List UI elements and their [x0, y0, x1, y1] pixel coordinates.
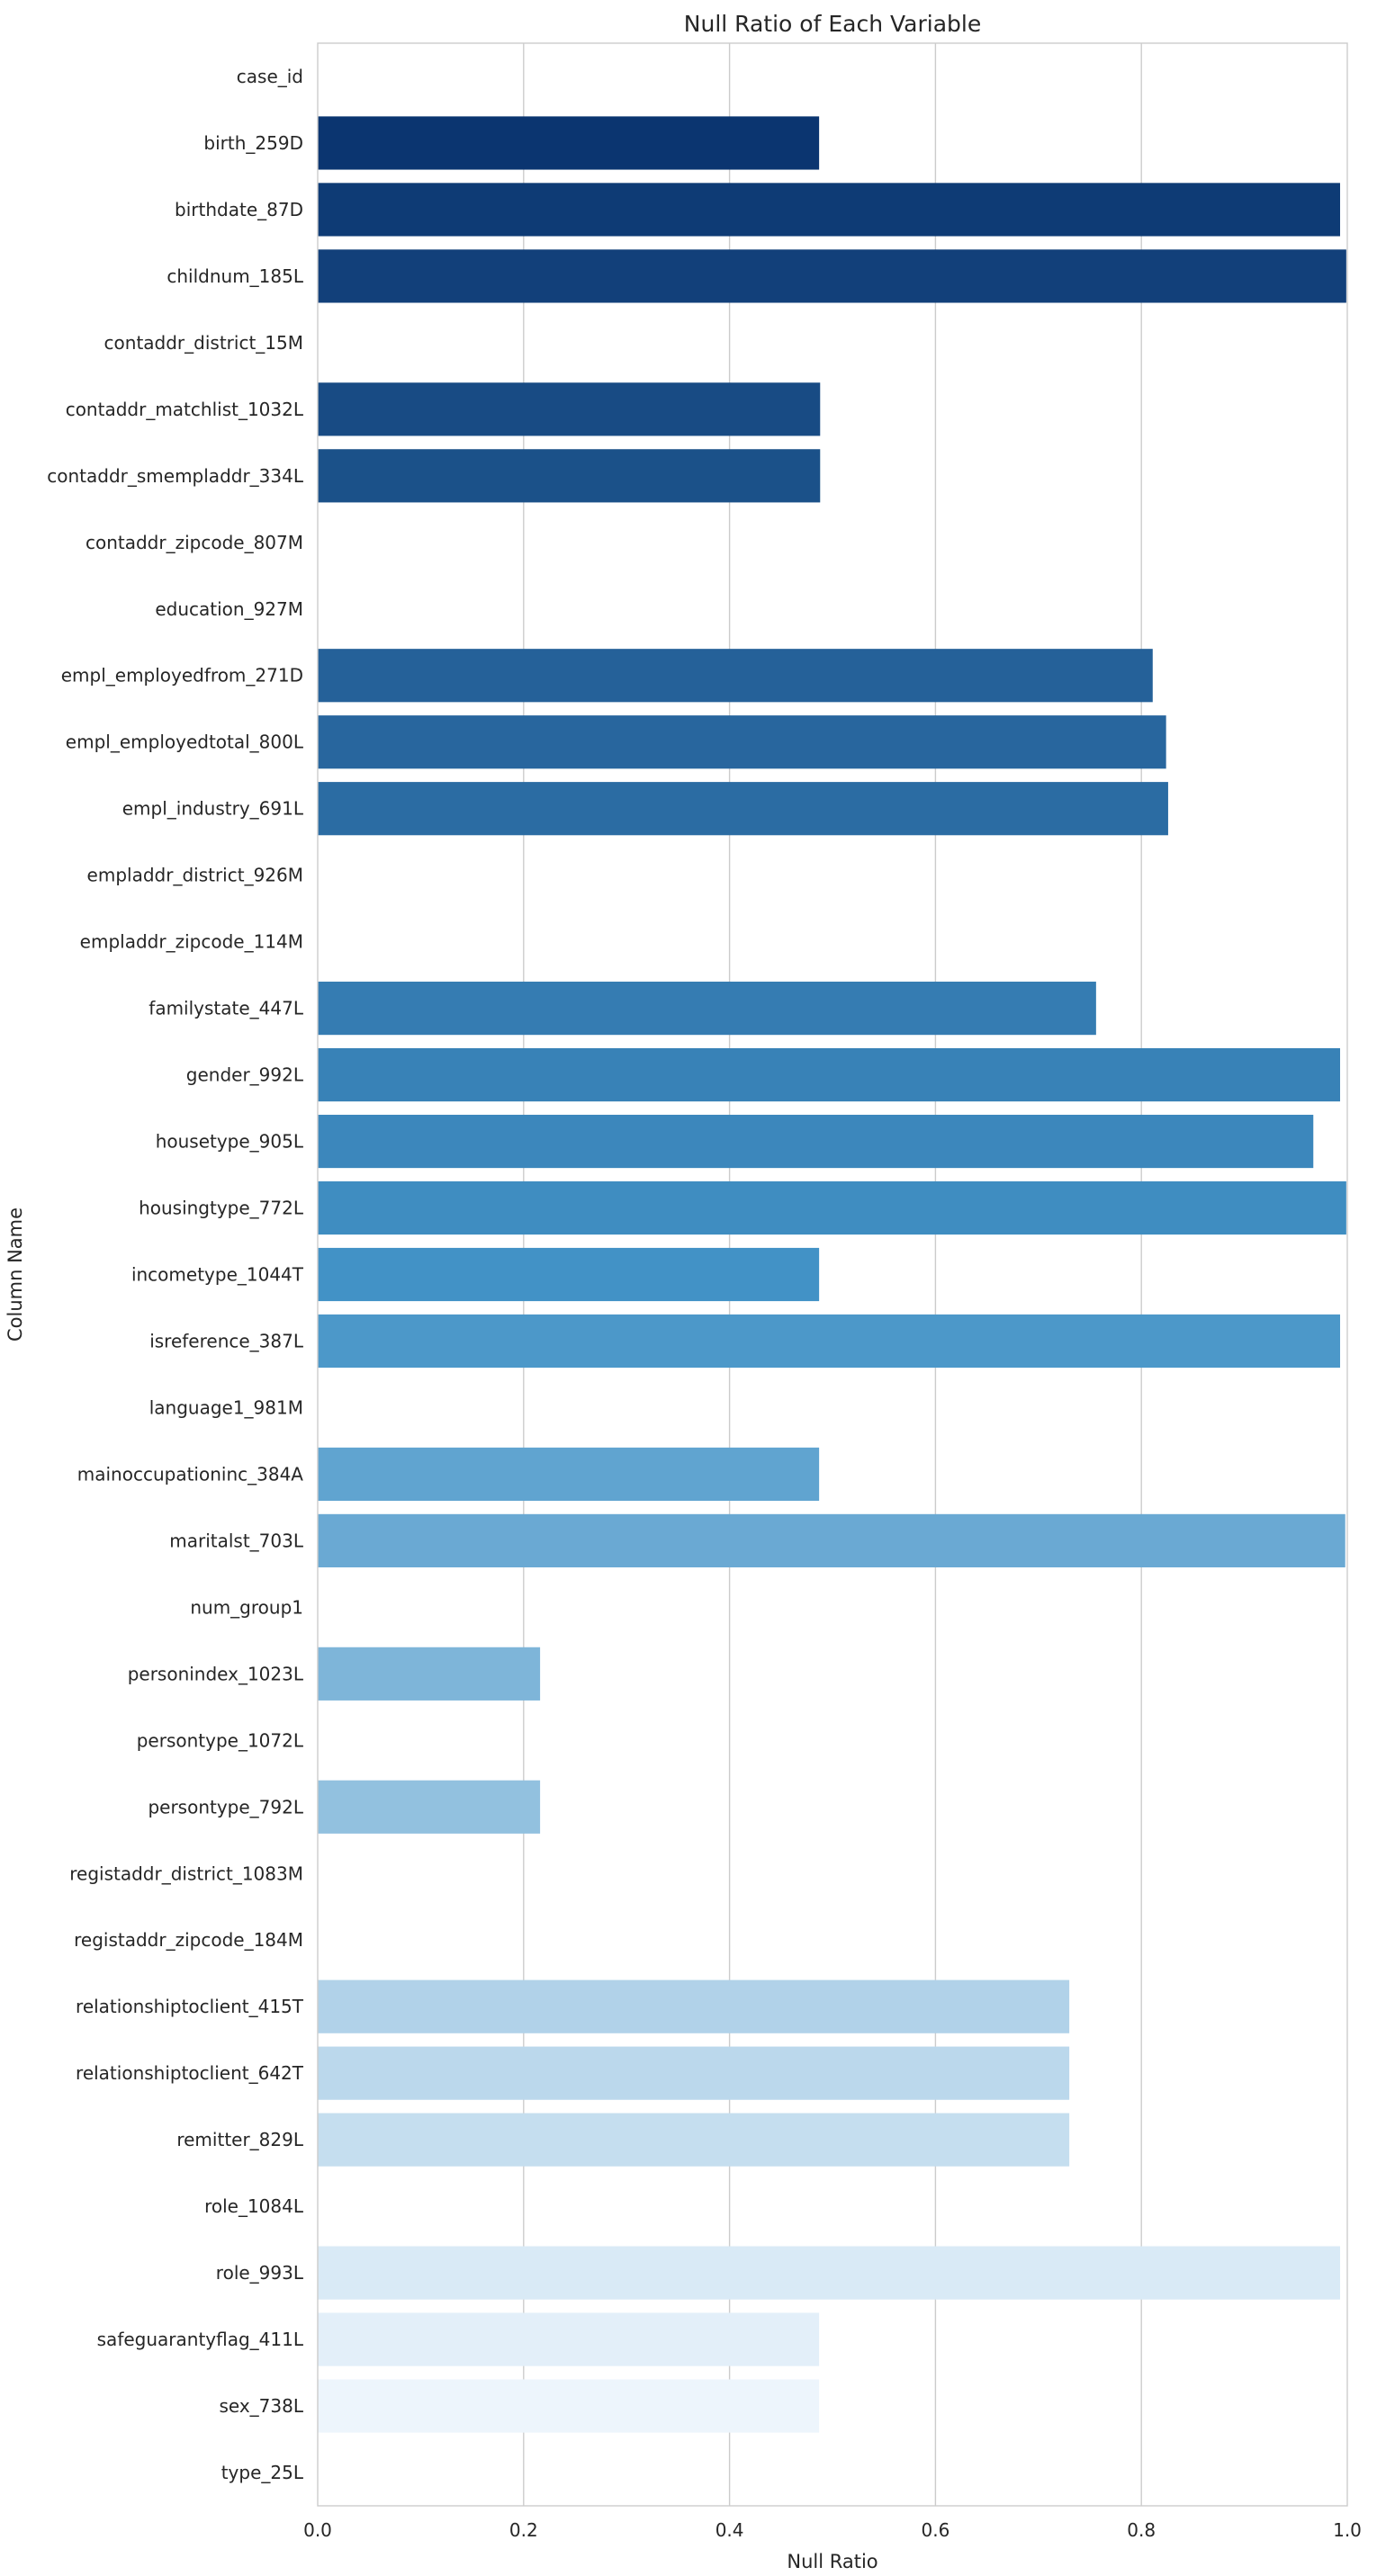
bar-empl_employedfrom_271D: [318, 649, 1153, 703]
y-tick-label: maritalst_703L: [169, 1530, 304, 1551]
y-tick-label: safeguarantyflag_411L: [97, 2329, 304, 2350]
x-tick-label: 0.4: [716, 2519, 744, 2541]
y-tick-label: relationshiptoclient_415T: [76, 1996, 304, 2017]
x-tick-labels: 0.0 0.2 0.4 0.6 0.8 1.0: [303, 2519, 1362, 2541]
bar-incometype_1044T: [318, 1247, 820, 1302]
y-tick-label: case_id: [237, 66, 303, 87]
chart-title: Null Ratio of Each Variable: [684, 11, 981, 37]
bar-mainoccupationinc_384A: [318, 1447, 820, 1502]
y-tick-label: birthdate_87D: [175, 199, 303, 220]
y-tick-label: language1_981M: [149, 1396, 303, 1418]
bar-relationshiptoclient_642T: [318, 2046, 1070, 2100]
y-tick-label: childnum_185L: [166, 265, 303, 287]
y-tick-label: housingtype_772L: [139, 1198, 304, 1219]
bar-birth_259D: [318, 116, 820, 170]
y-axis-label: Column Name: [4, 1207, 26, 1342]
y-tick-label: registaddr_zipcode_184M: [74, 1929, 303, 1951]
bar-gender_992L: [318, 1047, 1340, 1102]
bar-isreference_387L: [318, 1314, 1340, 1369]
y-tick-label: housetype_905L: [156, 1131, 304, 1153]
x-tick-label: 1.0: [1333, 2519, 1362, 2541]
y-tick-label: empl_employedfrom_271D: [61, 665, 303, 687]
y-tick-label: persontype_792L: [148, 1796, 303, 1818]
y-tick-label: empladdr_district_926M: [87, 865, 303, 886]
bars: [318, 116, 1346, 2433]
bar-persontype_792L: [318, 1780, 541, 1834]
x-tick-label: 0.0: [303, 2519, 332, 2541]
y-tick-label: role_1084L: [204, 2195, 304, 2217]
bar-safeguarantyflag_411L: [318, 2312, 820, 2366]
bar-sex_738L: [318, 2379, 820, 2433]
bar-maritalst_703L: [318, 1513, 1346, 1567]
x-tick-label: 0.2: [509, 2519, 538, 2541]
bar-birthdate_87D: [318, 183, 1340, 237]
plot-frame: [317, 42, 1348, 2507]
y-tick-label: education_927M: [155, 598, 303, 620]
y-tick-label: empladdr_zipcode_114M: [80, 931, 303, 953]
y-tick-label: num_group1: [190, 1596, 303, 1618]
x-tick-label: 0.6: [921, 2519, 950, 2541]
y-tick-label: mainoccupationinc_384A: [77, 1463, 304, 1485]
y-tick-labels: case_id birth_259D birthdate_87D childnum_1…: [47, 66, 304, 2483]
bar-remitter_829L: [318, 2113, 1070, 2167]
bar-empl_industry_691L: [318, 782, 1168, 836]
bar-childnum_185L: [318, 249, 1346, 303]
bar-personindex_1023L: [318, 1647, 541, 1701]
y-tick-label: gender_992L: [186, 1064, 304, 1086]
y-tick-label: type_25L: [221, 2462, 304, 2483]
y-tick-label: sex_738L: [219, 2395, 303, 2417]
y-tick-label: birth_259D: [203, 132, 303, 154]
y-tick-label: relationshiptoclient_642T: [76, 2062, 304, 2084]
y-tick-label: role_993L: [216, 2262, 304, 2284]
y-tick-label: familystate_447L: [148, 998, 304, 1019]
bar-contaddr_smempladdr_334L: [318, 449, 821, 503]
y-tick-label: contaddr_zipcode_807M: [86, 532, 303, 553]
y-tick-label: registaddr_district_1083M: [69, 1862, 303, 1884]
bar-role_993L: [318, 2246, 1340, 2300]
y-tick-label: empl_employedtotal_800L: [66, 732, 304, 753]
x-tick-label: 0.8: [1127, 2519, 1156, 2541]
y-tick-label: contaddr_matchlist_1032L: [66, 399, 304, 420]
x-axis-label: Null Ratio: [787, 2551, 878, 2572]
y-tick-label: isreference_387L: [149, 1330, 304, 1351]
y-tick-label: personindex_1023L: [128, 1663, 304, 1684]
y-tick-label: empl_industry_691L: [122, 798, 304, 820]
bar-housingtype_772L: [318, 1180, 1346, 1235]
y-tick-label: persontype_1072L: [137, 1729, 304, 1751]
bar-housetype_905L: [318, 1114, 1314, 1169]
y-tick-label: contaddr_smempladdr_334L: [47, 465, 304, 487]
bar-empl_employedtotal_800L: [318, 715, 1166, 769]
bar-relationshiptoclient_415T: [318, 1979, 1070, 2033]
bar-familystate_447L: [318, 982, 1096, 1036]
y-tick-label: incometype_1044T: [131, 1264, 304, 1286]
y-tick-label: remitter_829L: [176, 2129, 304, 2150]
y-tick-label: contaddr_district_15M: [104, 332, 303, 354]
bar-contaddr_matchlist_1032L: [318, 382, 821, 436]
